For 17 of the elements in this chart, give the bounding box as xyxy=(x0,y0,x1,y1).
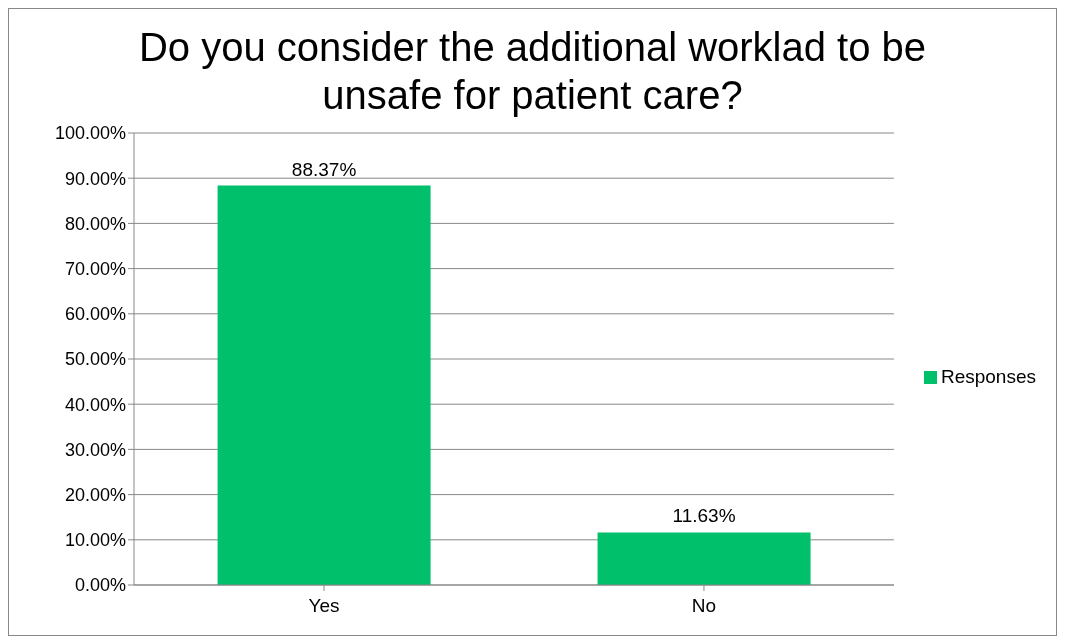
x-tick-label: Yes xyxy=(308,595,340,617)
data-label: 88.37% xyxy=(291,158,357,180)
y-tick-label: 60.00% xyxy=(64,304,126,325)
y-tick-label: 80.00% xyxy=(64,213,126,234)
data-label: 11.63% xyxy=(672,505,736,527)
y-tick-label: 10.00% xyxy=(64,530,126,551)
legend-label: Responses xyxy=(940,366,1036,387)
y-tick-label: 100.00% xyxy=(54,123,126,144)
y-tick-label: 70.00% xyxy=(64,258,126,279)
y-tick-label: 20.00% xyxy=(64,484,126,505)
y-tick-label: 0.00% xyxy=(74,575,126,596)
y-tick-label: 40.00% xyxy=(64,394,126,415)
y-tick-label: 50.00% xyxy=(64,349,126,370)
y-tick-label: 90.00% xyxy=(64,168,126,189)
y-tick-label: 30.00% xyxy=(64,439,126,460)
chart-title: Do you consider the additional worklad to be unsafe for patient care? xyxy=(137,24,928,119)
x-tick-label: No xyxy=(691,595,717,617)
